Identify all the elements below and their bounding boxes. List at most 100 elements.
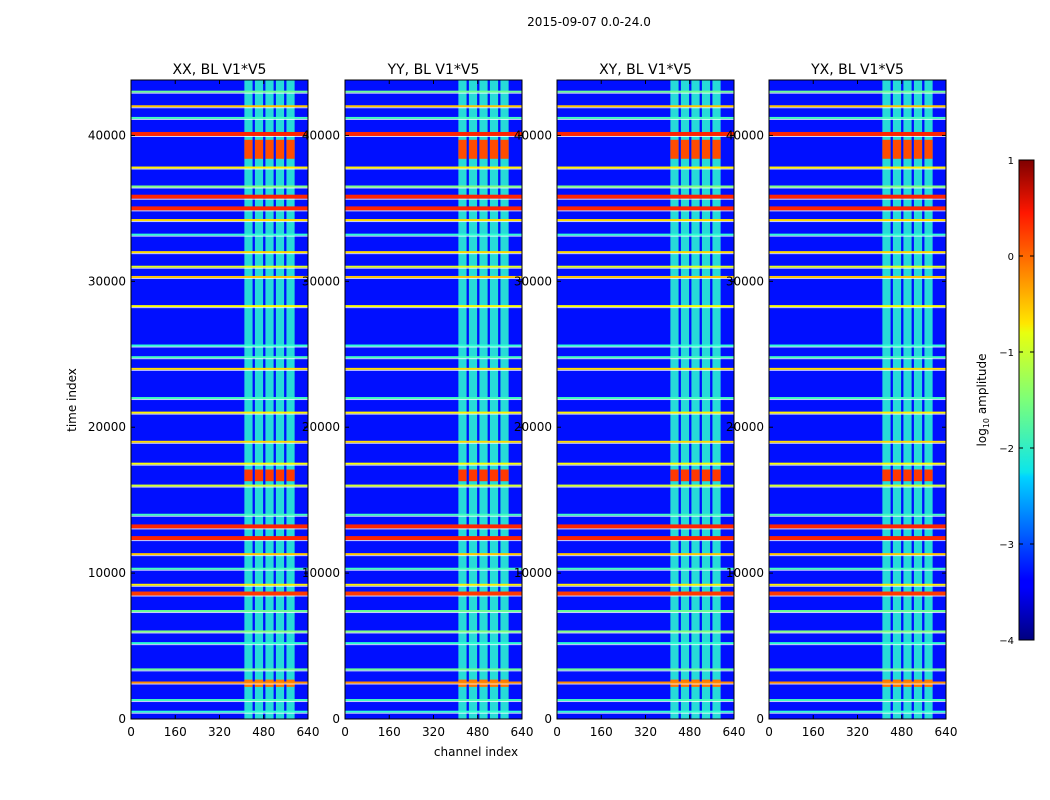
rfi-gap: [557, 712, 734, 714]
rfi-line: [345, 265, 522, 268]
rfi-line: [131, 462, 308, 465]
strong-band-block: [691, 139, 700, 159]
rfi-line: [769, 251, 946, 254]
rfi-line: [769, 699, 946, 702]
rfi-gap: [769, 528, 946, 530]
y-tick-label: 20000: [302, 420, 340, 434]
rfi-gap: [345, 277, 522, 279]
rfi-gap: [769, 683, 946, 685]
rfi-gap: [345, 253, 522, 255]
rfi-gap: [769, 595, 946, 597]
rfi-line: [345, 699, 522, 702]
rfi-gap: [557, 464, 734, 466]
rfi-gap: [557, 346, 734, 348]
rfi-line: [769, 116, 946, 119]
rfi-line: [557, 397, 734, 400]
rfi-line: [557, 90, 734, 93]
rfi-line: [769, 356, 946, 359]
rfi-gap: [131, 486, 308, 488]
heatmap-image: [345, 80, 522, 719]
colorbar-tick-label: 0: [1008, 252, 1014, 263]
rfi-line: [345, 344, 522, 347]
rfi-gap: [769, 644, 946, 646]
strong-band-block: [254, 469, 264, 482]
panel-2: XY, BL V1*V5 0 160 320 480 640 0 10000 20000 3000…: [514, 62, 746, 739]
rfi-line: [345, 583, 522, 586]
rfi-gap: [131, 540, 308, 542]
colorbar-label: log10 amplitude: [975, 354, 991, 447]
strong-band-block: [468, 469, 478, 482]
rfi-line: [557, 251, 734, 254]
x-tick-label: 0: [553, 725, 561, 739]
rfi-gap: [131, 612, 308, 614]
rfi-gap: [131, 569, 308, 571]
rfi-line: [769, 194, 946, 199]
rfi-line: [557, 411, 734, 414]
x-tick-label: 320: [634, 725, 657, 739]
rfi-line: [131, 513, 308, 516]
rfi-line: [345, 367, 522, 370]
panel-0: XX, BL V1*V5 0 160 320 480 640 0 10000 20000 3000…: [88, 62, 320, 739]
rfi-gap: [131, 358, 308, 360]
rfi-line: [345, 194, 522, 199]
rfi-line: [557, 591, 734, 596]
rfi-line: [557, 583, 734, 586]
rfi-gap: [557, 235, 734, 237]
y-tick-label: 20000: [88, 420, 126, 434]
rfi-gap: [345, 369, 522, 371]
rfi-gap: [345, 632, 522, 634]
rfi-gap: [131, 683, 308, 685]
rfi-line: [131, 397, 308, 400]
rfi-gap: [345, 210, 522, 212]
x-tick-label: 0: [341, 725, 349, 739]
rfi-gap: [345, 569, 522, 571]
x-tick-label: 0: [765, 725, 773, 739]
rfi-gap: [769, 413, 946, 415]
rfi-line: [557, 131, 734, 136]
rfi-line: [769, 553, 946, 556]
rfi-gap: [131, 118, 308, 120]
heatmap-image: [131, 80, 308, 719]
rfi-line: [131, 536, 308, 541]
rfi-line: [769, 462, 946, 465]
rfi-line: [131, 699, 308, 702]
y-tick-label: 0: [118, 712, 126, 726]
strong-band-block: [882, 139, 891, 159]
rfi-line: [345, 251, 522, 254]
rfi-gap: [557, 515, 734, 517]
rfi-line: [131, 219, 308, 222]
rfi-gap: [345, 555, 522, 557]
strong-band-block: [458, 469, 467, 482]
rfi-line: [345, 484, 522, 487]
rfi-gap: [345, 267, 522, 269]
strong-band-block: [265, 469, 274, 482]
y-tick-label: 40000: [302, 128, 340, 142]
rfi-line: [345, 567, 522, 570]
rfi-line: [769, 536, 946, 541]
rfi-gap: [131, 464, 308, 466]
rfi-line: [769, 524, 946, 529]
rfi-gap: [131, 369, 308, 371]
strong-band-block: [254, 139, 264, 159]
rfi-gap: [769, 670, 946, 672]
rfi-gap: [557, 267, 734, 269]
rfi-line: [769, 344, 946, 347]
rfi-gap: [769, 712, 946, 714]
x-tick-label: 160: [378, 725, 401, 739]
rfi-gap: [345, 235, 522, 237]
rfi-line: [557, 116, 734, 119]
rfi-line: [131, 233, 308, 236]
rfi-gap: [345, 585, 522, 587]
y-tick-label: 30000: [514, 274, 552, 288]
strong-band-block: [924, 139, 933, 159]
rfi-line: [557, 681, 734, 684]
rfi-line: [131, 583, 308, 586]
colorbar-tick-label: −1: [999, 348, 1014, 359]
rfi-gap: [769, 701, 946, 703]
rfi-gap: [345, 307, 522, 309]
rfi-line: [345, 440, 522, 443]
rfi-gap: [131, 221, 308, 223]
rfi-line: [345, 219, 522, 222]
rfi-gap: [557, 644, 734, 646]
y-tick-label: 30000: [88, 274, 126, 288]
